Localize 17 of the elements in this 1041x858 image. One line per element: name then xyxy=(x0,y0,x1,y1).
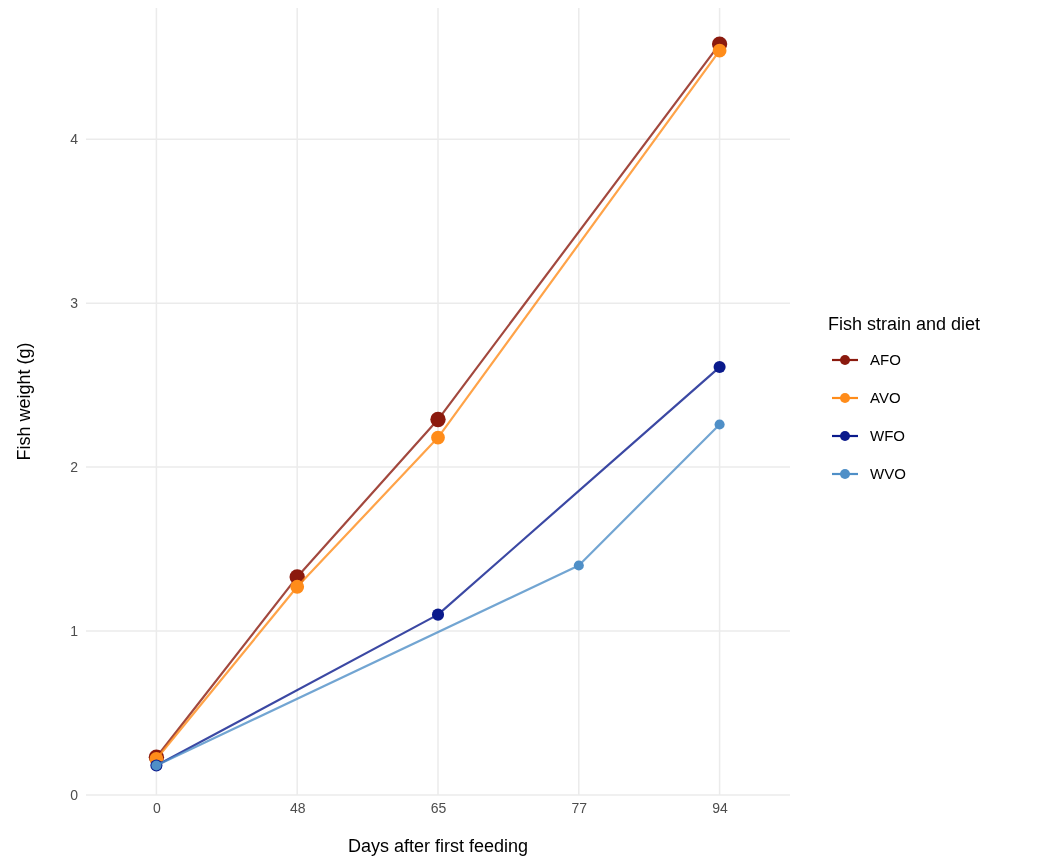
y-tick-label: 4 xyxy=(70,131,79,148)
legend-label: WVO xyxy=(870,465,906,482)
legend-label: WFO xyxy=(870,427,905,444)
x-tick-label: 94 xyxy=(712,799,729,816)
legend-label: AVO xyxy=(870,389,901,406)
x-axis-title: Days after first feeding xyxy=(347,836,529,856)
y-axis-title: Fish weight (g) xyxy=(14,342,34,461)
x-tick-label: 0 xyxy=(153,799,161,816)
x-tick-label: 48 xyxy=(289,799,306,816)
y-tick-label: 2 xyxy=(70,459,79,476)
y-tick-label: 3 xyxy=(70,295,79,312)
y-tick-label: 1 xyxy=(70,623,79,640)
x-tick-label: 77 xyxy=(571,799,588,816)
legend-label: AFO xyxy=(870,351,901,368)
y-tick-label: 0 xyxy=(70,786,79,803)
legend-title: Fish strain and diet xyxy=(828,314,981,334)
x-tick-label: 65 xyxy=(430,799,447,816)
